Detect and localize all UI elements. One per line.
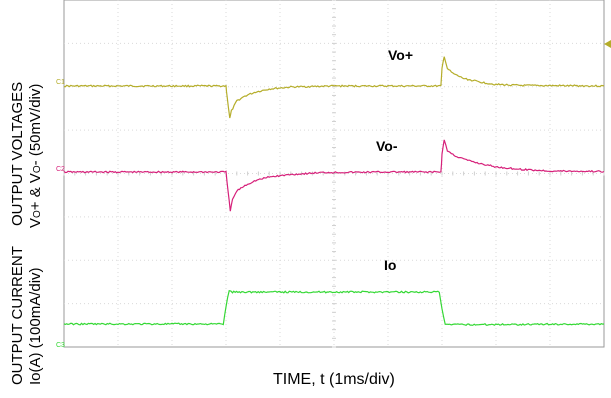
y-axis-title-current-line2: Io(A) (100mA/div) [27,267,44,385]
y-axis-title-voltage-line2: VO+ & VO- (50mV/div) [27,83,44,228]
x-axis-title: TIME, t (1ms/div) [273,371,395,388]
trace-vo [63,56,605,119]
y-axis-title-voltage-line1: OUTPUT VOLTAGES [9,81,26,226]
trigger-level-marker [604,40,611,48]
channel-marker-1: C2 [56,166,65,173]
trace-label-2: Io [384,257,396,273]
trace-labels: Vo+ C1 Vo- C2 Io C3 [56,47,413,349]
trace-vo [63,139,605,212]
trace-label-1: Vo- [376,138,398,154]
channel-marker-0: C1 [56,79,65,86]
y-axis-title-current-line1: OUTPUT CURRENT [9,246,26,385]
traces [63,56,605,326]
trace-label-0: Vo+ [388,47,413,63]
channel-marker-2: C3 [56,342,65,349]
trace-io [63,289,605,326]
